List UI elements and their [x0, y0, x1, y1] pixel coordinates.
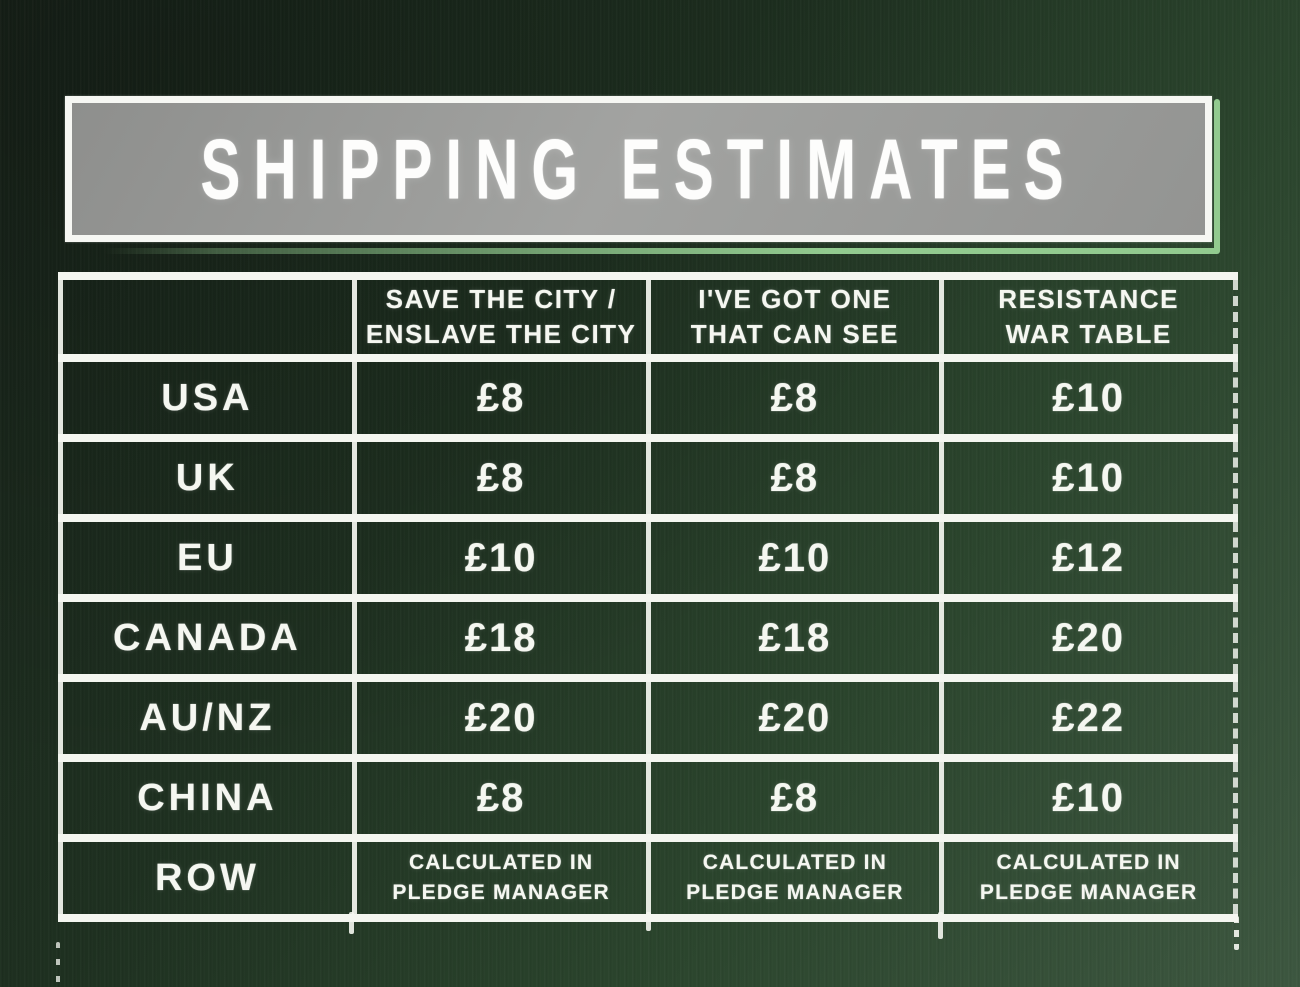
price-cell: CALCULATED IN PLEDGE MANAGER	[645, 834, 945, 923]
row-label: CHINA	[58, 754, 357, 843]
table-row-usa: USA £8 £8 £10	[58, 354, 1238, 443]
row-label: USA	[58, 354, 357, 443]
shipping-estimates-table: SAVE THE CITY / ENSLAVE THE CITY I'VE GO…	[58, 271, 1238, 923]
price-cell: £20	[645, 674, 945, 763]
banner-accent-line-horizontal	[104, 248, 1220, 254]
corner-cell	[58, 271, 357, 363]
row-label: UK	[58, 434, 357, 523]
title-banner: SHIPPING ESTIMATES	[65, 96, 1212, 242]
chalk-tail	[646, 912, 651, 931]
table-row-canada: CANADA £18 £18 £20	[58, 594, 1238, 683]
price-cell: £20	[939, 594, 1238, 683]
price-cell: £10	[939, 434, 1238, 523]
banner-accent-line-vertical	[1214, 99, 1220, 253]
table-row-eu: EU £10 £10 £12	[58, 514, 1238, 603]
price-cell: £22	[939, 674, 1238, 763]
price-cell: £10	[351, 514, 651, 603]
chalk-tail	[349, 912, 354, 934]
price-cell: £8	[351, 434, 651, 523]
chalk-tail	[1234, 916, 1239, 950]
price-cell: £10	[939, 754, 1238, 843]
price-cell: £10	[939, 354, 1238, 443]
price-cell: CALCULATED IN PLEDGE MANAGER	[939, 834, 1238, 923]
price-cell: CALCULATED IN PLEDGE MANAGER	[351, 834, 651, 923]
chalk-tail	[938, 912, 943, 939]
column-header-ive-got-one: I'VE GOT ONE THAT CAN SEE	[645, 271, 945, 363]
table-row-rest-of-world: ROW CALCULATED IN PLEDGE MANAGER CALCULA…	[58, 834, 1238, 923]
price-cell: £8	[645, 434, 945, 523]
price-cell: £18	[645, 594, 945, 683]
row-label: EU	[58, 514, 357, 603]
price-cell: £18	[351, 594, 651, 683]
price-cell: £8	[645, 354, 945, 443]
column-header-resistance-war-table: RESISTANCE WAR TABLE	[939, 271, 1238, 363]
row-label: AU/NZ	[58, 674, 357, 763]
chalk-tail	[56, 942, 60, 987]
header-row: SAVE THE CITY / ENSLAVE THE CITY I'VE GO…	[58, 271, 1238, 363]
column-header-save-enslave-city: SAVE THE CITY / ENSLAVE THE CITY	[351, 271, 651, 363]
price-cell: £8	[351, 354, 651, 443]
table-row-uk: UK £8 £8 £10	[58, 434, 1238, 523]
price-cell: £10	[645, 514, 945, 603]
price-cell: £20	[351, 674, 651, 763]
table-row-china: CHINA £8 £8 £10	[58, 754, 1238, 843]
table-row-aunz: AU/NZ £20 £20 £22	[58, 674, 1238, 763]
page-title: SHIPPING ESTIMATES	[200, 121, 1077, 217]
price-cell: £8	[351, 754, 651, 843]
price-cell: £8	[645, 754, 945, 843]
price-cell: £12	[939, 514, 1238, 603]
row-label: ROW	[58, 834, 357, 923]
row-label: CANADA	[58, 594, 357, 683]
